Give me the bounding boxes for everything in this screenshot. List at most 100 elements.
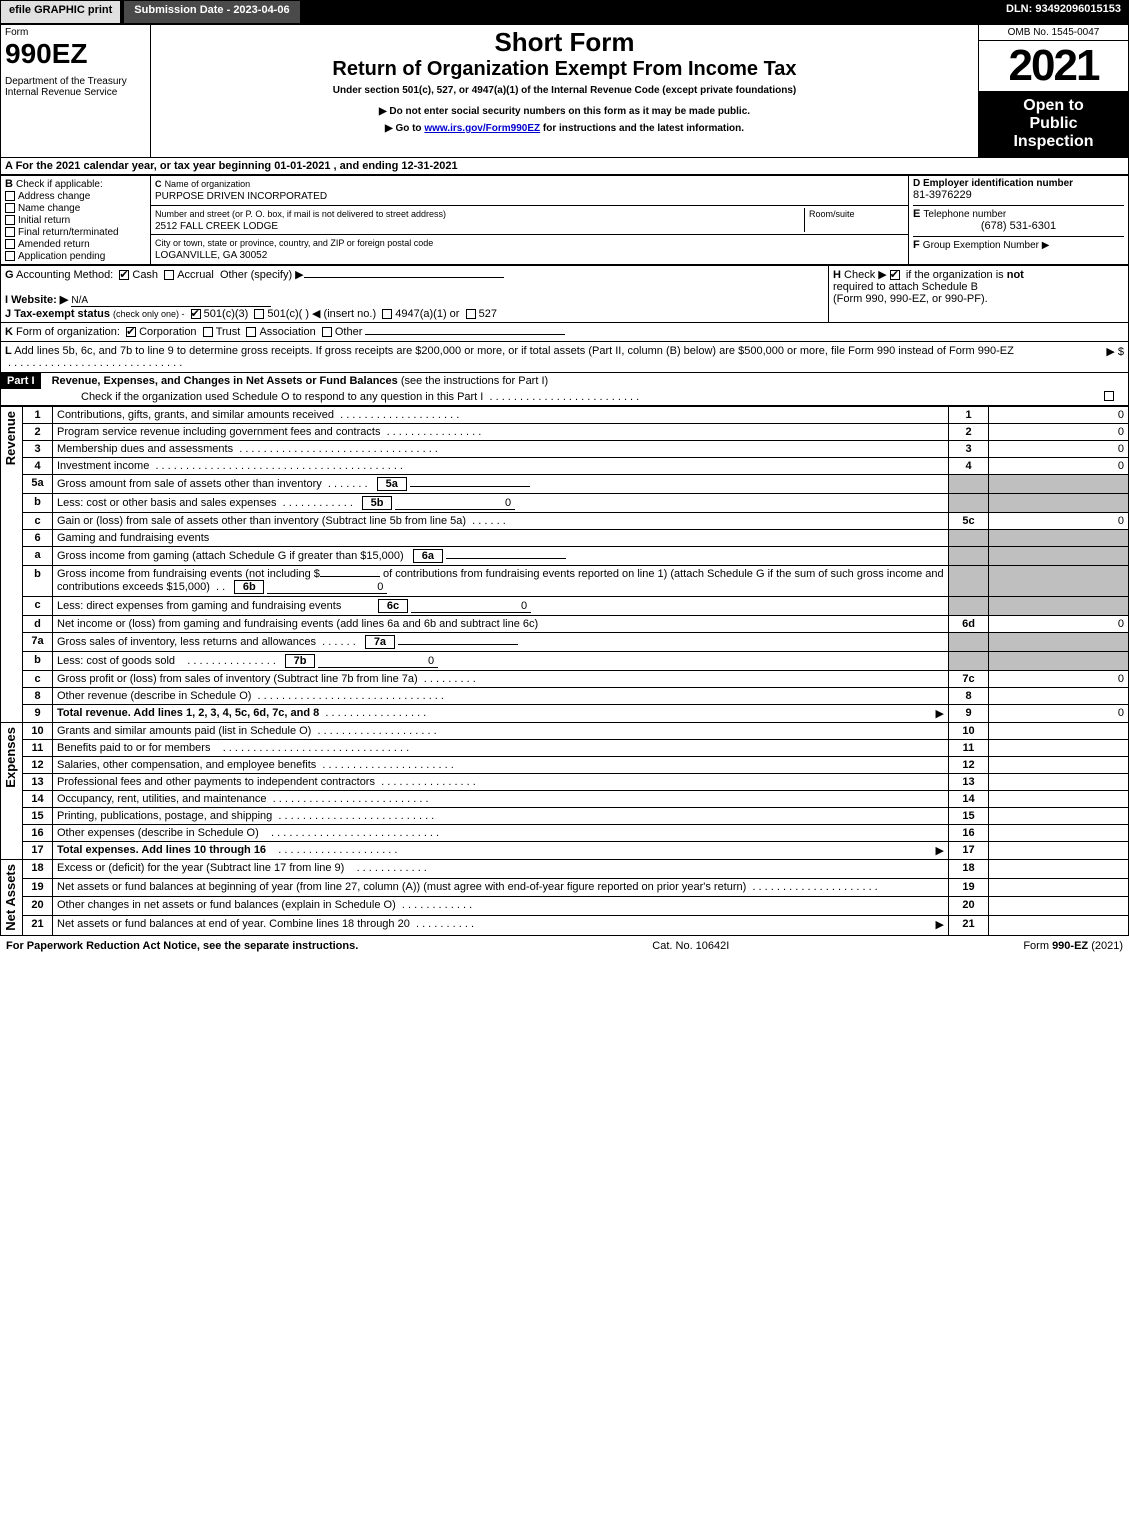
subtitle: Under section 501(c), 527, or 4947(a)(1)…	[155, 85, 974, 96]
table-row: 14 Occupancy, rent, utilities, and maint…	[1, 791, 1129, 808]
c-text: Name of organization	[165, 179, 251, 189]
footer-catno: Cat. No. 10642I	[652, 940, 729, 952]
h-text2: if the organization is	[906, 269, 1007, 281]
ln-18-text: Excess or (deficit) for the year (Subtra…	[57, 862, 344, 874]
irs-link[interactable]: www.irs.gov/Form990EZ	[424, 123, 540, 134]
ln-10-amt	[989, 723, 1129, 740]
ln-6d-text: Net income or (loss) from gaming and fun…	[57, 618, 538, 630]
cb-501c[interactable]	[254, 309, 264, 319]
gh-block: G Accounting Method: Cash Accrual Other …	[0, 265, 1129, 323]
cb-korg-other[interactable]	[322, 327, 332, 337]
ln-6a-sub: 6a	[413, 549, 443, 563]
h-text4: (Form 990, 990-EZ, or 990-PF).	[833, 293, 988, 305]
ln-15-num: 15	[23, 808, 53, 825]
opt-other-method: Other (specify) ▶	[220, 269, 304, 281]
ln-17-amt	[989, 842, 1129, 860]
table-row: b Less: cost or other basis and sales ex…	[1, 494, 1129, 513]
ln-20-text: Other changes in net assets or fund bala…	[57, 899, 396, 911]
cb-application-pending[interactable]	[5, 251, 15, 261]
part1-lines-table: Revenue 1 Contributions, gifts, grants, …	[0, 406, 1129, 936]
ln-7b-text: Less: cost of goods sold	[57, 655, 175, 667]
form-header-table: Form 990EZ Department of the Treasury In…	[0, 24, 1129, 158]
cb-part1-scho[interactable]	[1104, 391, 1114, 401]
ln-5c-text: Gain or (loss) from sale of assets other…	[57, 515, 466, 527]
table-row: c Gain or (loss) from sale of assets oth…	[1, 513, 1129, 530]
cb-trust[interactable]	[203, 327, 213, 337]
cb-527[interactable]	[466, 309, 476, 319]
ln-9-arrow: ▶	[936, 707, 944, 720]
entity-block: B Check if applicable: Address change Na…	[0, 175, 1129, 265]
ln-12-col: 12	[949, 757, 989, 774]
e-label: E	[913, 208, 920, 220]
opt-assoc: Association	[259, 326, 315, 338]
form-number: 990EZ	[5, 38, 146, 70]
ln-6-num: 6	[23, 530, 53, 547]
cb-initial-return[interactable]	[5, 215, 15, 225]
ln-19-text: Net assets or fund balances at beginning…	[57, 881, 746, 893]
cb-address-change[interactable]	[5, 191, 15, 201]
website: N/A	[71, 295, 271, 307]
ln-2-text: Program service revenue including govern…	[57, 426, 380, 438]
ln-3-text: Membership dues and assessments	[57, 443, 233, 455]
cb-h[interactable]	[890, 270, 900, 280]
cb-amended-return[interactable]	[5, 239, 15, 249]
opt-527: 527	[479, 308, 497, 320]
cb-accrual[interactable]	[164, 270, 174, 280]
dept-treasury: Department of the Treasury	[5, 76, 146, 87]
opt-application-pending: Application pending	[18, 251, 105, 262]
cb-cash[interactable]	[119, 270, 129, 280]
ln-7a-subamt	[398, 644, 518, 645]
ln-17-text: Total expenses. Add lines 10 through 16	[57, 844, 266, 856]
cb-corp[interactable]	[126, 327, 136, 337]
efile-print-button[interactable]: efile GRAPHIC print	[0, 0, 121, 24]
ln-6b-num: b	[23, 566, 53, 597]
cb-4947[interactable]	[382, 309, 392, 319]
opt-4947: 4947(a)(1) or	[395, 308, 459, 320]
f-text: Group Exemption Number ▶	[923, 240, 1050, 251]
ln-5a-sub: 5a	[377, 477, 407, 491]
ln-14-text: Occupancy, rent, utilities, and maintena…	[57, 793, 267, 805]
ln-5a-subamt	[410, 486, 530, 487]
ln-17-num: 17	[23, 842, 53, 860]
ln-11-amt	[989, 740, 1129, 757]
table-row: 12 Salaries, other compensation, and emp…	[1, 757, 1129, 774]
cb-name-change[interactable]	[5, 203, 15, 213]
table-row: a Gross income from gaming (attach Sched…	[1, 547, 1129, 566]
ln-7a-sub: 7a	[365, 635, 395, 649]
line-l: L Add lines 5b, 6c, and 7b to line 9 to …	[0, 342, 1129, 373]
ln-7c-col: 7c	[949, 671, 989, 688]
ln-4-col: 4	[949, 458, 989, 475]
ln-13-col: 13	[949, 774, 989, 791]
l-arrow: ▶ $	[1106, 345, 1124, 358]
ln-5c-num: c	[23, 513, 53, 530]
table-row: b Gross income from fundraising events (…	[1, 566, 1129, 597]
g-text: Accounting Method:	[16, 269, 113, 281]
ln-8-num: 8	[23, 688, 53, 705]
ln-21-amt	[989, 915, 1129, 935]
ln-7a-num: 7a	[23, 633, 53, 652]
b-text: Check if applicable:	[16, 179, 103, 190]
table-row: 7a Gross sales of inventory, less return…	[1, 633, 1129, 652]
city-label: City or town, state or province, country…	[155, 238, 433, 248]
h-text3: required to attach Schedule B	[833, 281, 978, 293]
ln-12-num: 12	[23, 757, 53, 774]
cb-501c3[interactable]	[191, 309, 201, 319]
opt-501c3: 501(c)(3)	[204, 308, 249, 320]
table-row: 17 Total expenses. Add lines 10 through …	[1, 842, 1129, 860]
opt-korg-other: Other	[335, 326, 363, 338]
ln-7c-amt: 0	[989, 671, 1129, 688]
ln-2-col: 2	[949, 424, 989, 441]
ln-4-amt: 0	[989, 458, 1129, 475]
ln-14-amt	[989, 791, 1129, 808]
cb-assoc[interactable]	[246, 327, 256, 337]
ln-16-text: Other expenses (describe in Schedule O)	[57, 827, 259, 839]
page-footer: For Paperwork Reduction Act Notice, see …	[0, 936, 1129, 956]
ln-17-arrow: ▶	[936, 844, 944, 857]
ln-17-col: 17	[949, 842, 989, 860]
table-row: Revenue 1 Contributions, gifts, grants, …	[1, 407, 1129, 424]
ln-12-text: Salaries, other compensation, and employ…	[57, 759, 316, 771]
k-text: Form of organization:	[16, 326, 120, 338]
cb-final-return[interactable]	[5, 227, 15, 237]
opt-amended-return: Amended return	[18, 239, 90, 250]
open-inspection-box: Open to Public Inspection	[979, 91, 1128, 157]
